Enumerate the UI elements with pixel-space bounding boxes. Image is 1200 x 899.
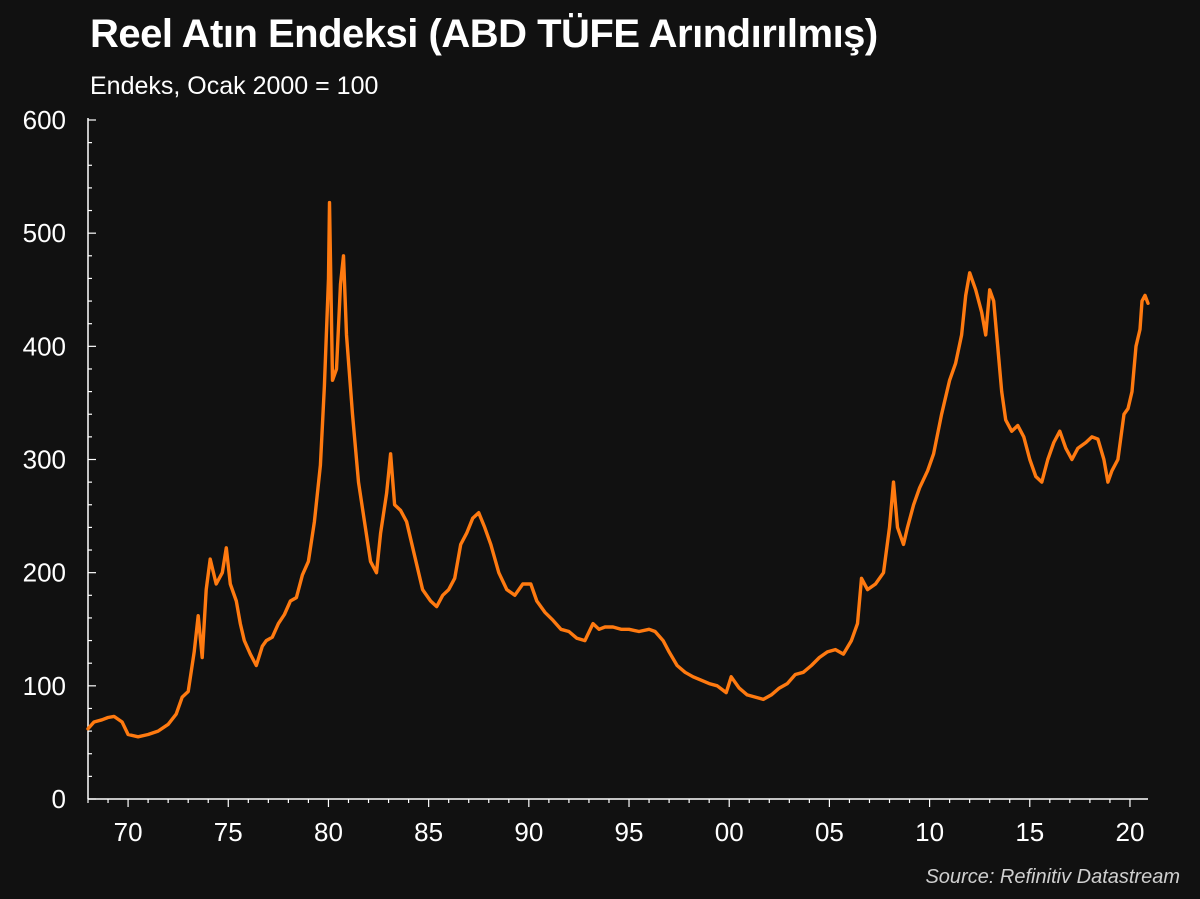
x-tick-label: 20 [1116,817,1145,847]
x-tick-label: 80 [314,817,343,847]
y-tick-label: 0 [52,784,66,814]
x-tick-label: 10 [915,817,944,847]
chart-title: Reel Atın Endeksi (ABD TÜFE Arındırılmış… [90,12,878,56]
x-tick-label: 15 [1015,817,1044,847]
y-tick-label: 300 [23,445,66,475]
source-note: Source: Refinitiv Datastream [925,866,1180,888]
y-tick-label: 400 [23,331,66,361]
x-tick-label: 00 [715,817,744,847]
y-tick-label: 500 [23,218,66,248]
chart-series [86,200,1150,739]
x-axis-ticks: 70 75 80 85 90 95 00 05 10 15 20 [87,799,1145,847]
chart-subtitle: Endeks, Ocak 2000 = 100 [90,72,379,100]
y-axis-ticks: 0 100 200 300 400 500 600 [23,105,96,814]
x-tick-label: 75 [214,817,243,847]
y-tick-label: 600 [23,105,66,135]
y-tick-label: 200 [23,558,66,588]
series-line [86,200,1150,739]
x-tick-label: 70 [114,817,143,847]
y-tick-label: 100 [23,671,66,701]
chart-axes [87,118,1148,800]
x-tick-label: 85 [414,817,443,847]
x-tick-label: 90 [514,817,543,847]
x-tick-label: 05 [815,817,844,847]
x-tick-label: 95 [615,817,644,847]
